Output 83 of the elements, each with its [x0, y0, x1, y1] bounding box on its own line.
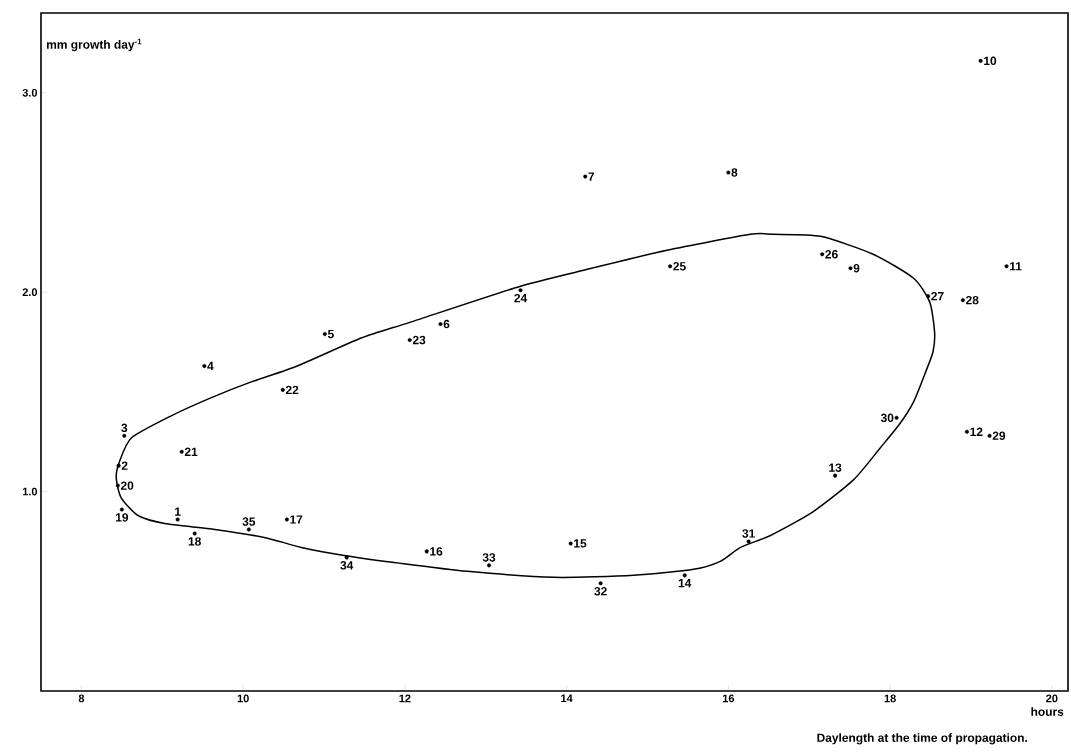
annotation: 6 [443, 319, 450, 329]
x-axis-title: Daylength at the time of propagation. [817, 733, 1027, 745]
point [344, 555, 349, 560]
annotation: 21 [184, 447, 198, 456]
point [487, 563, 491, 568]
point [116, 463, 121, 468]
annotation: 17 [290, 515, 303, 524]
point [568, 541, 573, 546]
point [280, 387, 285, 392]
point [978, 58, 983, 63]
point [424, 549, 429, 554]
point [122, 433, 127, 438]
point [1004, 264, 1009, 269]
x-tick-label: 18 [884, 694, 896, 703]
annotation: 33 [482, 553, 496, 562]
annotation: 23 [412, 335, 426, 345]
point [438, 322, 443, 327]
point [960, 298, 965, 303]
annotation: 10 [984, 56, 997, 66]
annotation: 12 [970, 427, 983, 436]
annotation: 9 [853, 264, 860, 273]
point [964, 429, 969, 434]
point [746, 539, 751, 544]
annotation: 8 [731, 168, 738, 177]
point [119, 507, 124, 512]
point [598, 581, 603, 586]
x-tick-label: 14 [561, 694, 573, 703]
y-tick-label: 1.0 [22, 487, 38, 496]
point [202, 363, 207, 368]
annotation: 11 [1010, 262, 1022, 271]
annotation: 29 [992, 431, 1006, 440]
annotation: 22 [285, 385, 299, 395]
annotation: 25 [673, 262, 686, 271]
point [820, 252, 825, 257]
annotation: 13 [829, 463, 842, 472]
annotation: 18 [188, 537, 201, 546]
y-tick-label: 2.0 [22, 288, 38, 297]
point [726, 170, 731, 175]
annotation: 1 [175, 507, 181, 516]
annotation: 16 [430, 547, 443, 556]
annotation: 4 [207, 361, 214, 371]
annotation: 3 [121, 423, 128, 433]
point [518, 288, 523, 293]
annotation: 5 [327, 329, 334, 339]
x-tick-label: 8 [78, 694, 85, 703]
annotation: 14 [678, 579, 692, 588]
annotation: 34 [340, 561, 354, 570]
point [192, 531, 197, 536]
annotation: 32 [594, 587, 607, 596]
point [848, 266, 853, 271]
point [179, 449, 184, 454]
text: hours [1031, 707, 1064, 716]
point [246, 527, 251, 532]
point [115, 483, 120, 488]
point [284, 517, 289, 522]
y-axis-title: mm growth day$^{-1}$ [46, 38, 142, 52]
x-tick-label: 16 [722, 694, 735, 703]
annotation: 7 [588, 172, 595, 181]
annotation: 31 [742, 529, 755, 538]
x-tick-label: 20 [1046, 694, 1058, 703]
annotation: 2 [121, 461, 128, 470]
annotation: 35 [242, 517, 256, 526]
point [833, 473, 838, 478]
point [668, 264, 673, 269]
point [926, 294, 931, 299]
point [322, 332, 327, 337]
annotation: 27 [931, 291, 944, 301]
annotation: 28 [966, 295, 979, 305]
point [682, 573, 687, 578]
y-tick-label: 3.0 [22, 88, 38, 97]
point [583, 174, 588, 179]
point [987, 433, 992, 438]
annotation: 26 [825, 250, 838, 259]
annotation: 19 [115, 513, 129, 522]
point [175, 517, 180, 522]
point [407, 338, 412, 343]
annotation: 15 [574, 539, 587, 548]
annotation: 20 [120, 481, 134, 490]
x-tick-label: 12 [399, 694, 411, 703]
annotation: 24 [514, 293, 528, 303]
annotation: 30 [880, 413, 894, 423]
point [894, 415, 899, 420]
x-tick-label: 10 [237, 694, 249, 703]
